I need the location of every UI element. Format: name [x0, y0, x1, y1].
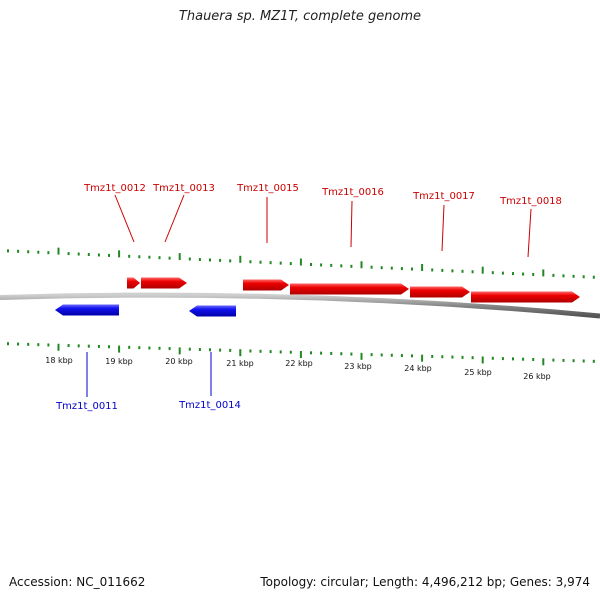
gene-label-tmz1t_0015[interactable]: Tmz1t_0015: [236, 183, 299, 194]
scale-label: 21 kbp: [226, 359, 254, 368]
gene-leader-line: [350, 200, 353, 248]
gene-label-leaders: [86, 194, 532, 397]
gene-arrow-tmz1t_0016[interactable]: [290, 283, 409, 295]
gene-label-tmz1t_0012[interactable]: Tmz1t_0012: [83, 183, 146, 194]
lower-scale-ticks: [7, 342, 595, 366]
gene-arrow-tmz1t_0015[interactable]: [243, 279, 289, 291]
scale-label: 20 kbp: [165, 357, 193, 366]
gene-label-tmz1t_0016[interactable]: Tmz1t_0016: [321, 187, 384, 198]
scale-label: 24 kbp: [404, 364, 432, 373]
scale-label: 25 kbp: [464, 368, 492, 377]
gene-arrow-tmz1t_0011[interactable]: [55, 304, 119, 316]
genome-backbone: [0, 292, 600, 319]
gene-leader-line: [114, 194, 135, 243]
gene-label-tmz1t_0013[interactable]: Tmz1t_0013: [152, 183, 215, 194]
gene-label-tmz1t_0017[interactable]: Tmz1t_0017: [412, 191, 475, 202]
gene-arrow-tmz1t_0018[interactable]: [471, 291, 580, 303]
gene-arrow-tmz1t_0017[interactable]: [410, 286, 470, 298]
scale-labels: 18 kbp 19 kbp 20 kbp 21 kbp 22 kbp 23 kbp 24 k…: [45, 356, 551, 381]
gene-arrow-tmz1t_0013[interactable]: [141, 277, 187, 289]
gene-label-tmz1t_0018[interactable]: Tmz1t_0018: [499, 196, 562, 207]
gene-leader-line: [164, 194, 185, 243]
accession-text: Accession: NC_011662: [9, 575, 146, 589]
upper-scale-ticks: [7, 247, 595, 279]
genome-summary-text: Topology: circular; Length: 4,496,212 bp…: [260, 575, 590, 589]
map-title: Thauera sp. MZ1T, complete genome: [178, 9, 422, 24]
gene-arrow-tmz1t_0012[interactable]: [127, 277, 140, 289]
scale-label: 19 kbp: [105, 357, 133, 366]
gene-labels: Tmz1t_0011 Tmz1t_0012 Tmz1t_0013 Tmz1t_0014…: [55, 183, 562, 412]
gene-label-tmz1t_0014[interactable]: Tmz1t_0014: [178, 400, 241, 411]
scale-label: 23 kbp: [344, 362, 372, 371]
gene-leader-line: [441, 204, 445, 252]
gene-leader-line: [527, 208, 532, 258]
gene-arrow-tmz1t_0014[interactable]: [189, 305, 236, 317]
scale-label: 22 kbp: [285, 359, 313, 368]
gene-track: [55, 277, 580, 317]
gene-label-tmz1t_0011[interactable]: Tmz1t_0011: [55, 401, 118, 412]
scale-label: 26 kbp: [523, 372, 551, 381]
scale-label: 18 kbp: [45, 356, 73, 365]
